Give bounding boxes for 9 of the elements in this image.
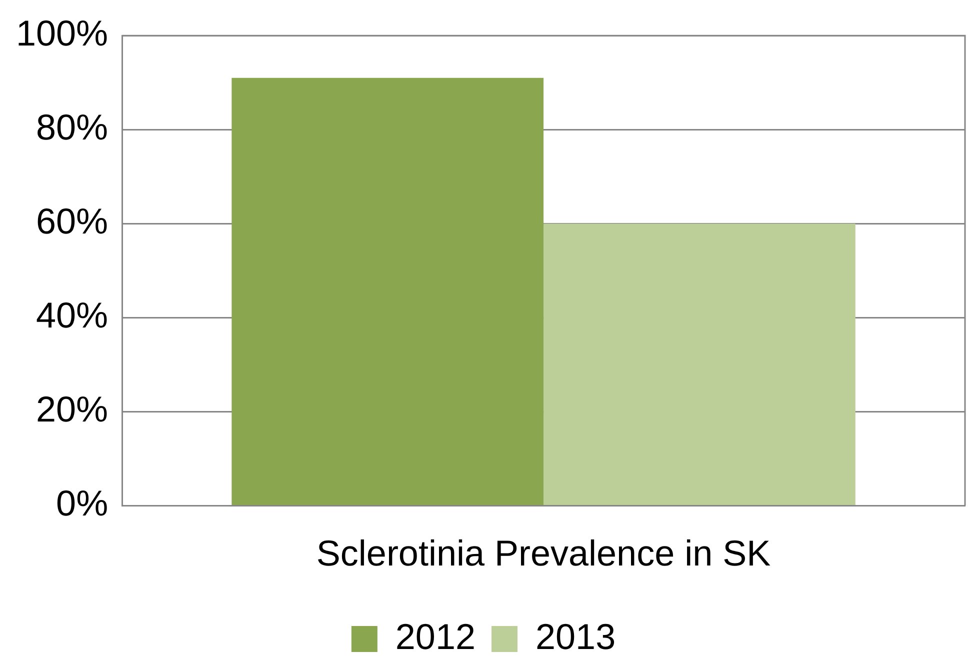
x-tick-label: Sclerotinia Prevalence in SK (316, 532, 771, 574)
y-tick-label: 80% (36, 106, 108, 148)
y-tick-label: 20% (36, 388, 108, 430)
y-tick-label: 0% (56, 482, 108, 524)
y-tick-label: 40% (36, 294, 108, 336)
y-tick-label: 60% (36, 200, 108, 242)
legend-label: 2012 (395, 616, 476, 657)
legend-label: 2013 (536, 616, 616, 657)
y-tick-label: 100% (16, 12, 108, 54)
